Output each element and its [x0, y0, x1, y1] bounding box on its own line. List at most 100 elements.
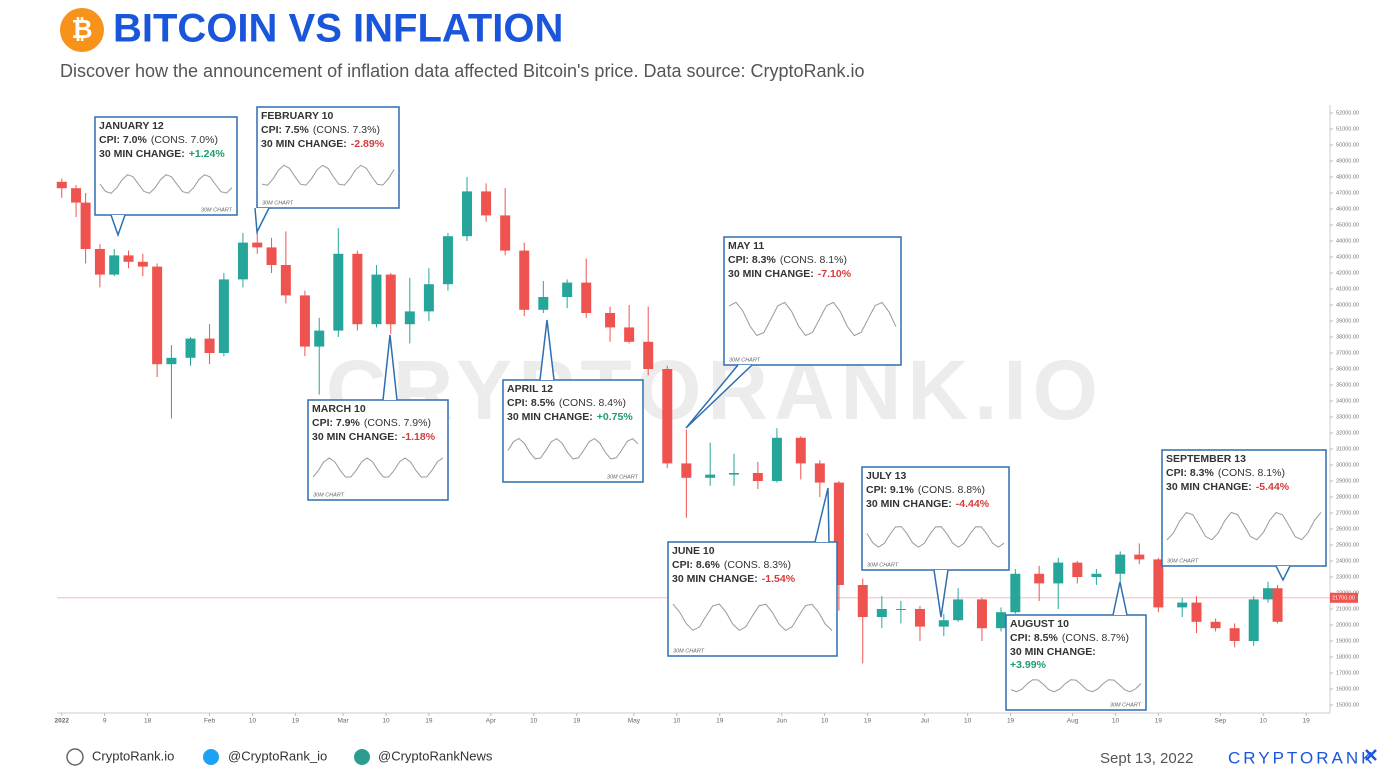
callout-date: MARCH 10 — [312, 403, 366, 415]
y-tick-label: 50000.00 — [1336, 142, 1359, 148]
candle-body — [500, 215, 511, 251]
callout-cpi-line: CPI: 8.3% (CONS. 8.1%) — [1166, 467, 1285, 479]
candle-body — [204, 338, 215, 353]
callout-change-line: 30 MIN CHANGE: +1.24% — [99, 148, 225, 160]
callout-box — [502, 379, 644, 483]
mini-chart-label: 30M CHART — [673, 648, 705, 654]
candle-body — [1272, 588, 1283, 622]
y-tick-label: 47000.00 — [1336, 190, 1359, 196]
x-tick-label: 19 — [573, 718, 581, 725]
brand: CRYPTORANK — [1228, 748, 1375, 767]
callout-pointer-fill — [1276, 566, 1290, 580]
candle-body — [1010, 573, 1021, 613]
mini-chart-label: 30M CHART — [262, 200, 294, 206]
candle-body — [333, 253, 344, 331]
change-label: 30 MIN CHANGE: — [728, 268, 814, 280]
candle-body — [481, 191, 492, 216]
x-tick-label: 19 — [1007, 718, 1015, 725]
change-label: 30 MIN CHANGE: — [507, 411, 593, 423]
x-tick-label: 10 — [249, 718, 257, 725]
candle-body — [771, 437, 782, 481]
x-tick-label: Apr — [486, 718, 497, 725]
candle-body — [1177, 602, 1188, 608]
callout-date: JULY 13 — [866, 470, 906, 482]
consensus: (CONS. 8.1%) — [1218, 467, 1285, 479]
y-tick-label: 39000.00 — [1336, 318, 1359, 324]
mini-chart — [261, 164, 395, 186]
callout-change-line: 30 MIN CHANGE: -5.44% — [1166, 481, 1290, 493]
candle-body — [462, 191, 473, 237]
footer: CryptoRank.io @CryptoRank_io @CryptoRank… — [66, 748, 1377, 767]
candle-body — [1115, 554, 1126, 574]
callout-change-line: 30 MIN CHANGE: -2.89% — [261, 138, 385, 150]
callout-box — [667, 541, 838, 657]
candle-body — [185, 338, 196, 358]
callout-cpi-line: CPI: 8.5% (CONS. 8.4%) — [507, 397, 626, 409]
change-label: 30 MIN CHANGE: — [866, 498, 952, 510]
mini-chart — [1010, 679, 1142, 693]
candle-body — [94, 249, 105, 275]
x-tick-label: 19 — [864, 718, 872, 725]
callout-cpi-line: CPI: 8.6% (CONS. 8.3%) — [672, 559, 791, 571]
mini-chart — [672, 603, 833, 632]
candle-body — [80, 202, 91, 249]
x-tick-label: 10 — [1112, 718, 1120, 725]
candle-body — [795, 437, 806, 464]
y-tick-label: 33000.00 — [1336, 414, 1359, 420]
x-tick-label: 19 — [716, 718, 724, 725]
x-tick-label: Sep — [1215, 718, 1227, 725]
x-tick-label: Mar — [337, 718, 349, 725]
y-tick-label: 28000.00 — [1336, 494, 1359, 500]
candle-body — [56, 181, 67, 189]
candle-body — [1229, 628, 1240, 641]
candle-body — [371, 274, 382, 325]
mini-chart-label: 30M CHART — [313, 492, 345, 498]
y-tick-label: 46000.00 — [1336, 206, 1359, 212]
x-tick-label: 19 — [1303, 718, 1311, 725]
candle-body — [562, 282, 573, 297]
candle-body — [814, 463, 825, 483]
candle-body — [266, 247, 277, 265]
mini-chart — [99, 174, 233, 194]
mini-chart-label: 30M CHART — [201, 207, 233, 213]
callout-box — [861, 466, 1010, 571]
candle-body — [857, 585, 868, 617]
candle-body — [152, 266, 163, 365]
mini-chart-label: 30M CHART — [729, 357, 761, 363]
candle-body — [1034, 573, 1045, 584]
x-tick-label: Jun — [776, 718, 787, 725]
mini-chart-label: 30M CHART — [607, 474, 639, 480]
twitter: @CryptoRank_io — [228, 748, 327, 763]
change: -2.89% — [351, 138, 385, 150]
y-tick-label: 38000.00 — [1336, 334, 1359, 340]
callout-cpi-line: CPI: 7.5% (CONS. 7.3%) — [261, 124, 380, 136]
callout-pointer — [1275, 565, 1291, 582]
candle-body — [729, 473, 740, 475]
y-tick-label: 44000.00 — [1336, 238, 1359, 244]
change-label: 30 MIN CHANGE: — [312, 431, 398, 443]
y-tick-label: 15000.00 — [1336, 702, 1359, 708]
candle-body — [1210, 621, 1221, 629]
callout-pointer-fill — [540, 320, 554, 380]
callout-change-line: 30 MIN CHANGE: — [1010, 646, 1096, 658]
candle-body — [252, 242, 263, 248]
consensus: (CONS. 8.7%) — [1062, 632, 1129, 644]
callout-box — [307, 399, 449, 501]
callout-change-line: 30 MIN CHANGE: -4.44% — [866, 498, 990, 510]
mini-chart-label: 30M CHART — [1167, 558, 1199, 564]
y-tick-label: 18000.00 — [1336, 654, 1359, 660]
candle-body — [1072, 562, 1083, 577]
y-tick-label: 49000.00 — [1336, 158, 1359, 164]
y-tick-label: 30000.00 — [1336, 462, 1359, 468]
cpi: CPI: 8.5% — [507, 397, 556, 409]
y-tick-label: 19000.00 — [1336, 638, 1359, 644]
y-tick-label: 51000.00 — [1336, 126, 1359, 132]
candle-body — [123, 255, 134, 262]
callout-pointer — [254, 207, 270, 235]
telegram: @CryptoRankNews — [378, 748, 493, 763]
change: -4.44% — [956, 498, 990, 510]
consensus: (CONS. 8.8%) — [918, 484, 985, 496]
callout-cpi-line: CPI: 7.9% (CONS. 7.9%) — [312, 417, 431, 429]
cpi: CPI: 7.5% — [261, 124, 310, 136]
